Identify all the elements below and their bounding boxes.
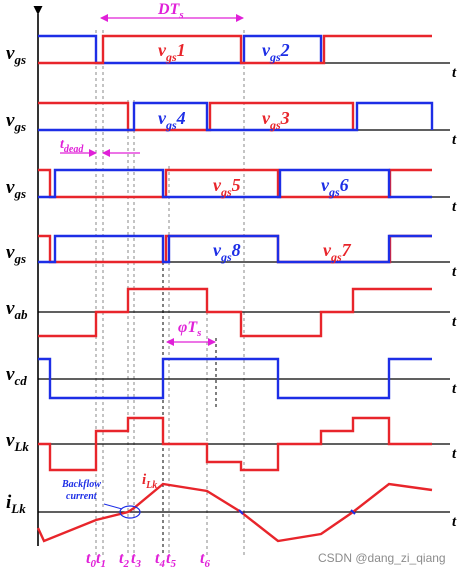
y-label-row-4: vgs [6,242,26,266]
waveform-vcd [38,357,432,400]
waveform-vgs8 [38,234,432,264]
y-label-row-3: vgs [6,177,26,201]
waveform-vab [38,287,432,338]
annotation-vgs2: vgs2 [262,40,290,64]
annotation-vgs3: vgs3 [262,108,290,132]
waveform-vgs3 [38,101,355,132]
ilk-marker-label: iLk [142,472,157,491]
backflow-label-line2: current [66,491,98,502]
y-label-row-8: iLk [6,492,26,516]
dt-label: DTs [157,1,184,21]
time-label-t1: t1 [96,550,106,570]
backflow-pointer [103,503,123,510]
time-label-t0: t0 [86,550,96,570]
annotation-vgs5: vgs5 [213,175,241,199]
annotation-vgs8: vgs8 [213,240,241,264]
axis-end-t-row-2: t [452,132,457,148]
axis-end-t-row-8: t [452,514,457,530]
y-label-row-5: vab [6,298,28,322]
waveform-vgs4 [38,101,434,132]
time-label-t3: t3 [131,550,141,570]
backflow-label-line1: Backflow [61,479,101,490]
waveform-vlk [38,416,432,472]
waveform-vgs1 [38,34,432,65]
axis-end-t-row-7: t [452,446,457,462]
phi-label: φTs [178,319,201,339]
y-label-row-2: vgs [6,110,26,134]
y-label-row-7: vLk [6,430,29,454]
waveform-vgs6 [38,168,432,199]
annotation-vgs4: vgs4 [158,108,186,132]
ilk-tick-a [238,509,244,515]
annotation-vgs7: vgs7 [323,240,352,264]
axis-end-t-row-5: t [452,314,457,330]
time-label-t4: t4 [155,550,165,570]
dead-time-label: tdead [60,137,84,155]
ilk-tick-b [350,509,356,515]
backflow-region-circle [119,505,141,519]
time-label-t5: t5 [166,550,176,570]
watermark: CSDN @dang_zi_qiang [318,551,446,565]
time-label-t2: t2 [119,550,129,570]
time-label-t6: t6 [200,550,210,570]
y-label-row-1: vgs [6,43,26,67]
time-guides [95,30,245,556]
axis-end-t-row-3: t [452,199,457,215]
annotation-vgs1: vgs1 [158,40,186,64]
axis-end-t-row-4: t [452,264,457,280]
annotation-vgs6: vgs6 [321,175,349,199]
axis-end-t-row-1: t [452,65,457,81]
y-label-row-6: vcd [6,364,27,388]
axis-end-t-row-6: t [452,381,457,397]
